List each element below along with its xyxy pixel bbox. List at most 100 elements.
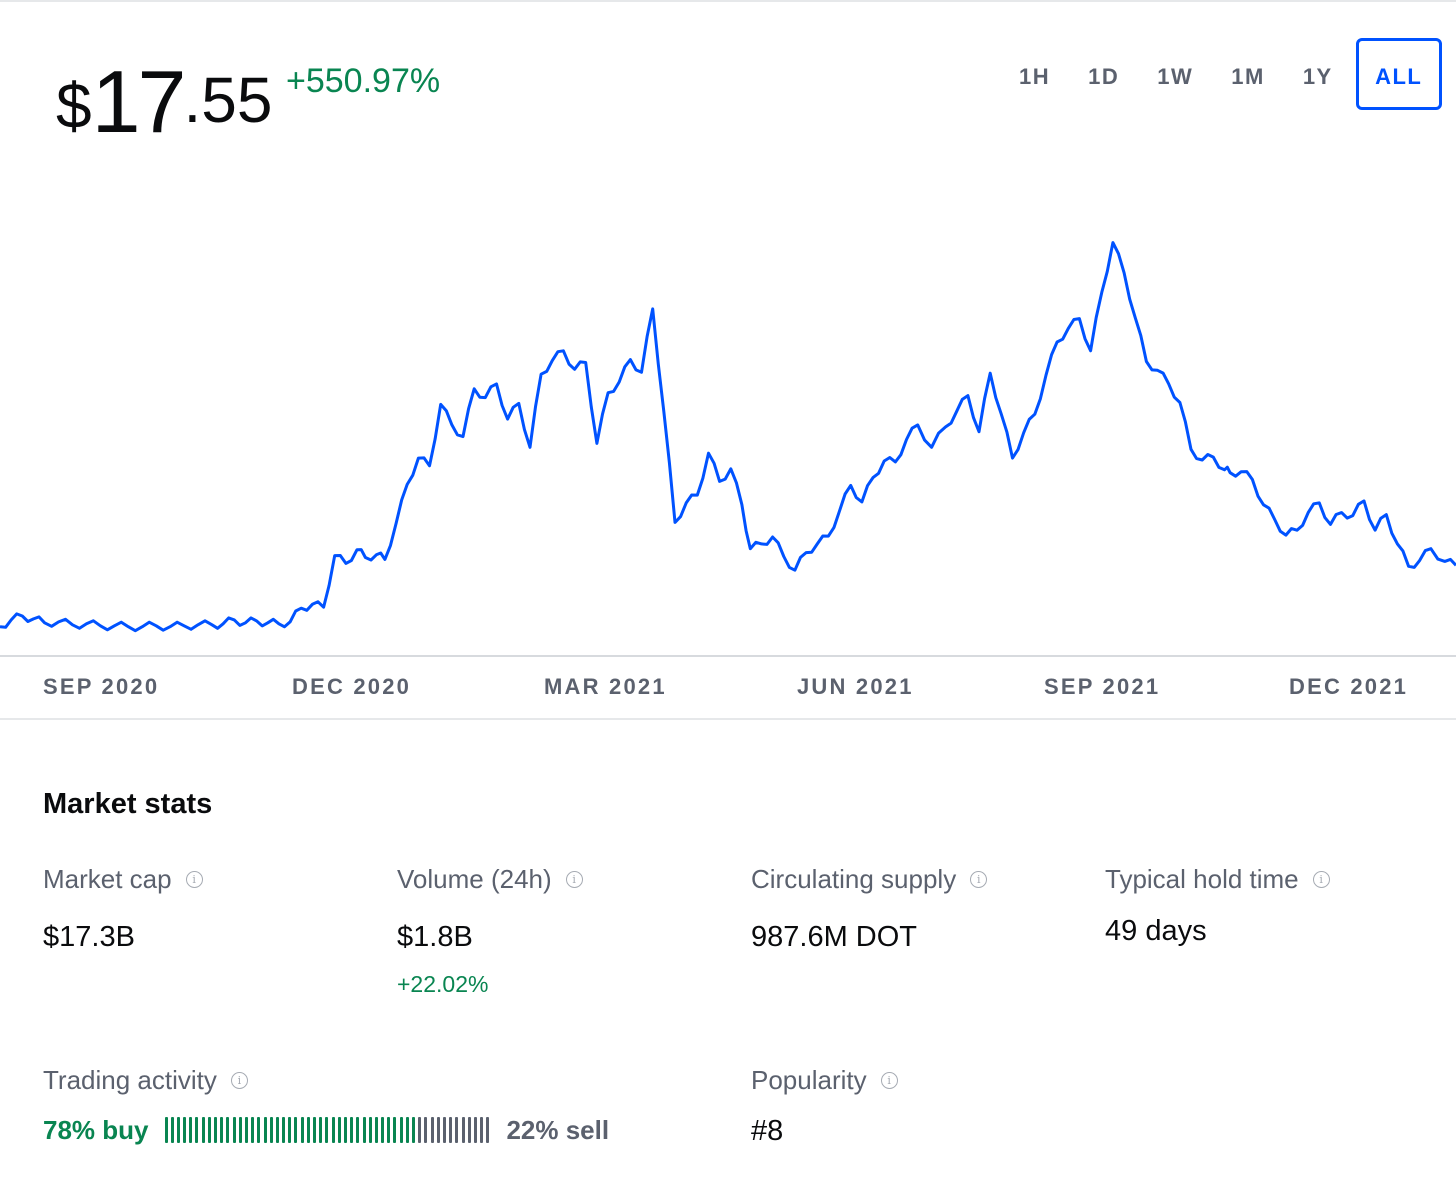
buy-tick [368, 1117, 372, 1143]
buy-tick [325, 1117, 329, 1143]
hold-time-label: Typical hold time i [1105, 864, 1330, 895]
buy-tick [195, 1117, 199, 1143]
buy-tick [257, 1117, 261, 1143]
volume-value: $1.8B [397, 921, 473, 953]
sell-tick [418, 1117, 422, 1143]
sell-tick [436, 1117, 440, 1143]
circulating-supply-label-text: Circulating supply [751, 864, 957, 894]
buy-percent: 78% buy [43, 1114, 149, 1145]
buy-tick [362, 1117, 366, 1143]
buy-tick [263, 1117, 267, 1143]
buy-tick [189, 1117, 193, 1143]
x-tick-label: MAR 2021 [544, 674, 667, 699]
info-icon[interactable]: i [230, 1072, 248, 1089]
x-tick-label: SEP 2021 [1044, 674, 1161, 699]
buy-tick [393, 1117, 397, 1143]
range-1d-button[interactable]: 1D [1088, 64, 1120, 89]
market-stats-title: Market stats [43, 788, 213, 820]
buy-tick [238, 1117, 242, 1143]
price-chart[interactable] [0, 241, 1456, 660]
range-1h-button[interactable]: 1H [1019, 64, 1051, 89]
section-divider [0, 718, 1456, 720]
info-icon[interactable]: i [185, 871, 203, 888]
buy-tick [374, 1117, 378, 1143]
buy-tick [399, 1117, 403, 1143]
chart-baseline [0, 655, 1456, 657]
hold-time-value: 49 days [1105, 915, 1207, 947]
top-border [0, 0, 1456, 2]
buy-tick [306, 1117, 310, 1143]
trading-activity-label-text: Trading activity [43, 1065, 217, 1095]
buy-tick [176, 1117, 180, 1143]
buy-tick [275, 1117, 279, 1143]
buy-tick [269, 1117, 273, 1143]
buy-tick [282, 1117, 286, 1143]
buy-tick [337, 1117, 341, 1143]
range-1m-button[interactable]: 1M [1231, 64, 1265, 89]
circulating-supply-label: Circulating supply i [751, 864, 988, 895]
buy-sell-bar [164, 1117, 493, 1143]
market-cap-value: $17.3B [43, 921, 135, 953]
info-icon[interactable]: i [970, 871, 988, 888]
market-cap-label-text: Market cap [43, 864, 172, 894]
volume-label: Volume (24h) i [397, 864, 583, 895]
buy-tick [356, 1117, 360, 1143]
buy-tick [232, 1117, 236, 1143]
info-icon[interactable]: i [1312, 871, 1330, 888]
range-1y-button[interactable]: 1Y [1302, 64, 1333, 89]
trading-activity-label: Trading activity i [43, 1065, 248, 1096]
x-tick-label: SEP 2020 [43, 674, 160, 699]
sell-tick [461, 1117, 465, 1143]
sell-tick [486, 1117, 490, 1143]
current-price: $ 17 .55 [56, 58, 272, 146]
buy-tick [343, 1117, 347, 1143]
sell-tick [467, 1117, 471, 1143]
buy-tick [294, 1117, 298, 1143]
price-currency: $ [56, 70, 92, 142]
popularity-label-text: Popularity [751, 1065, 867, 1095]
buy-tick [164, 1117, 168, 1143]
buy-tick [350, 1117, 354, 1143]
sell-tick [455, 1117, 459, 1143]
price-series-line [0, 241, 1456, 633]
buy-tick [387, 1117, 391, 1143]
time-range-selector: 1H 1D 1W 1M 1Y ALL [1000, 38, 1442, 110]
sell-tick [449, 1117, 453, 1143]
hold-time-label-text: Typical hold time [1105, 864, 1299, 894]
volume-change: +22.02% [397, 971, 489, 997]
popularity-value: #8 [751, 1115, 784, 1147]
price-change: +550.97% [286, 62, 441, 100]
sell-tick [473, 1117, 477, 1143]
price-integer: 17 [91, 52, 187, 151]
buy-tick [412, 1117, 415, 1143]
buy-tick [331, 1117, 335, 1143]
buy-tick [319, 1117, 323, 1143]
x-tick-label: DEC 2021 [1289, 674, 1409, 699]
range-all-button[interactable]: ALL [1355, 38, 1442, 110]
buy-tick [207, 1117, 211, 1143]
buy-tick [214, 1117, 217, 1143]
sell-tick [442, 1117, 446, 1143]
buy-tick [220, 1117, 224, 1143]
info-icon[interactable]: i [565, 871, 583, 888]
sell-percent: 22% sell [506, 1114, 610, 1145]
buy-tick [226, 1117, 230, 1143]
sell-tick [424, 1117, 428, 1143]
trading-activity-meter: 78% buy 22% sell [43, 1112, 609, 1148]
buy-tick [300, 1117, 304, 1143]
volume-label-text: Volume (24h) [397, 864, 552, 894]
range-1w-button[interactable]: 1W [1157, 64, 1194, 89]
buy-tick [313, 1117, 316, 1143]
buy-tick [381, 1117, 385, 1143]
buy-tick [201, 1117, 205, 1143]
buy-tick [251, 1117, 255, 1143]
buy-tick [244, 1117, 248, 1143]
x-tick-label: JUN 2021 [797, 674, 914, 699]
buy-tick [170, 1117, 174, 1143]
buy-tick [288, 1117, 292, 1143]
x-tick-label: DEC 2020 [292, 674, 412, 699]
circulating-supply-value: 987.6M DOT [751, 921, 917, 953]
buy-tick [183, 1117, 187, 1143]
info-icon[interactable]: i [880, 1072, 898, 1089]
price-decimal: .55 [183, 64, 273, 136]
